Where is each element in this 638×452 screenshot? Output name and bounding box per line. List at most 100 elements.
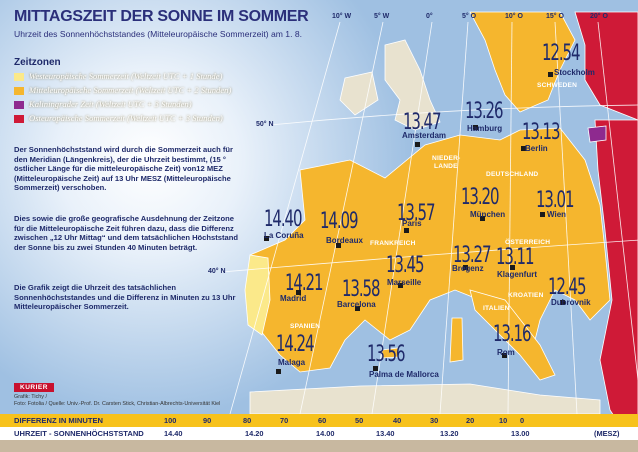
page-subtitle: Uhrzeit des Sonnenhöchststandes (Mittele… [14, 29, 303, 39]
city-time: 13.11 [496, 245, 534, 270]
minutes-scale-bar: DIFFERENZ IN MINUTEN 100 90 80 70 60 50 40 30 20… [0, 414, 638, 427]
city-marker-icon [336, 243, 341, 248]
country-label: KROATIEN [508, 292, 544, 299]
italy-land [469, 289, 556, 381]
city-name: Malaga [278, 358, 306, 367]
scandinavia-land [469, 11, 576, 113]
city-time: 14.21 [285, 271, 323, 296]
mallorca-land [381, 347, 399, 359]
city-name: Paris [402, 219, 422, 228]
minutes-tick: 30 [430, 416, 439, 425]
minutes-tick: 20 [466, 416, 475, 425]
city-time: 14.24 [276, 332, 314, 357]
city-time: 13.26 [465, 99, 503, 124]
page-title: MITTAGSZEIT DER SONNE IM SOMMER [14, 8, 309, 25]
country-label: ÖSTERREICH [505, 239, 551, 246]
city-name: Bordeaux [326, 236, 363, 245]
credit-line: Grafik: Tichy / [14, 394, 47, 400]
city-time: 14.09 [320, 209, 358, 234]
kurier-logo: KURIER [14, 383, 54, 392]
city-time: 13.58 [342, 277, 380, 302]
meridian-label: 5° O [462, 13, 477, 20]
city-time: 14.40 [264, 207, 302, 232]
meridian-line [554, 21, 578, 415]
parallel-label: 40° N [208, 268, 226, 275]
city-marker-icon [548, 72, 553, 77]
parallel-line [269, 104, 638, 126]
legend-swatch [14, 101, 24, 109]
city-name: La Coruña [264, 231, 304, 240]
clock-tick: 13.00 [511, 429, 530, 438]
country-label: NIEDER- [432, 155, 461, 162]
city-marker-icon [540, 212, 545, 217]
minutes-tick: 40 [393, 416, 402, 425]
city-name: Hamburg [467, 124, 503, 133]
city-name: Wien [547, 210, 567, 219]
country-label: LANDE [434, 163, 458, 170]
city-marker-icon [463, 265, 468, 270]
city-name: Bregenz [452, 264, 484, 273]
minutes-tick: 10 [499, 416, 508, 425]
country-label: DEUTSCHLAND [486, 171, 539, 178]
clock-scale-label: UHRZEIT - SONNENHÖCHSTSTAND [14, 429, 144, 438]
city-marker-icon [473, 125, 478, 130]
city-marker-icon [502, 353, 507, 358]
city-name: Klagenfurt [497, 270, 537, 279]
explanation-paragraph-3: Die Grafik zeigt die Uhrzeit des tatsäch… [14, 283, 236, 312]
city-time: 13.20 [461, 185, 499, 210]
minutes-tick: 70 [280, 416, 289, 425]
minutes-tick: 100 [164, 416, 177, 425]
legend-swatch [14, 73, 24, 81]
city-name: Barcelona [337, 300, 376, 309]
city-name: Marseille [387, 278, 422, 287]
city-time: 13.01 [536, 188, 574, 213]
city-time: 12.54 [542, 41, 580, 66]
city-time: 13.45 [386, 253, 424, 278]
clock-tick: 14.00 [316, 429, 335, 438]
meridian-label: 20° O [590, 13, 608, 20]
meridian-line [507, 21, 513, 415]
city-marker-icon [560, 300, 565, 305]
city-name: München [470, 210, 506, 219]
city-marker-icon [480, 216, 485, 221]
city-name: Berlin [525, 144, 548, 153]
legend-swatch [14, 87, 24, 95]
kaliningrad-land [587, 125, 607, 143]
explanation-paragraph-1: Der Sonnenhöchststand wird durch die Som… [14, 145, 233, 193]
parallel-label: 50° N [256, 121, 274, 128]
legend-swatch [14, 115, 24, 123]
city-marker-icon [355, 306, 360, 311]
meridian-line [439, 21, 469, 415]
meridian-label: 0° [426, 13, 433, 20]
city-name: Rom [497, 348, 515, 357]
legend-label: Osteuropäische Sommerzeit (Weltzeit UTC … [29, 113, 223, 123]
meridian-label: 10° W [332, 13, 352, 20]
explanation-paragraph-2: Dies sowie die große geografische Ausdeh… [14, 214, 239, 252]
clock-tick: 13.40 [376, 429, 395, 438]
minutes-scale-label: DIFFERENZ IN MINUTEN [14, 416, 104, 425]
clock-tick: 13.20 [440, 429, 459, 438]
meridian-line [371, 21, 433, 415]
clock-tick: 14.40 [164, 429, 183, 438]
city-name: Madrid [280, 294, 307, 303]
city-marker-icon [296, 290, 301, 295]
city-marker-icon [415, 142, 420, 147]
portugal-land [244, 254, 271, 336]
city-marker-icon [398, 283, 403, 288]
city-name: Amsterdam [402, 131, 447, 140]
meridian-label: 15° O [546, 13, 564, 20]
legend-label: Kaliningrader Zeit (Weltzeit UTC + 3 Stu… [29, 99, 192, 109]
minutes-tick: 50 [355, 416, 364, 425]
city-marker-icon [373, 366, 378, 371]
footer-strip [0, 440, 638, 452]
city-time: 12.45 [548, 275, 586, 300]
clock-tick: (MESZ) [594, 429, 620, 438]
city-time: 13.47 [403, 110, 441, 135]
corsica-sardinia-land [449, 317, 464, 363]
source-line: Foto: Fotolia / Quelle: Univ.-Prof. Dr. … [14, 401, 221, 407]
city-marker-icon [276, 369, 281, 374]
city-time: 13.56 [367, 342, 405, 367]
minutes-tick: 0 [520, 416, 525, 425]
city-marker-icon [264, 236, 269, 241]
